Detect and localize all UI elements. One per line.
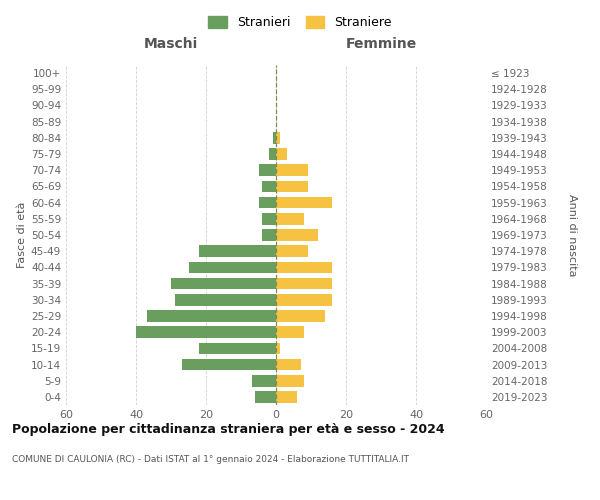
- Y-axis label: Fasce di età: Fasce di età: [17, 202, 27, 268]
- Bar: [276, 375, 304, 386]
- Bar: [272, 132, 276, 143]
- Bar: [146, 310, 276, 322]
- Text: Femmine: Femmine: [346, 38, 416, 52]
- Bar: [276, 278, 332, 289]
- Bar: [259, 197, 276, 208]
- Bar: [276, 310, 325, 322]
- Bar: [269, 148, 276, 160]
- Bar: [199, 342, 276, 354]
- Bar: [276, 132, 280, 143]
- Bar: [276, 229, 318, 241]
- Bar: [262, 213, 276, 224]
- Bar: [255, 391, 276, 402]
- Bar: [276, 246, 308, 257]
- Bar: [276, 180, 308, 192]
- Text: COMUNE DI CAULONIA (RC) - Dati ISTAT al 1° gennaio 2024 - Elaborazione TUTTITALI: COMUNE DI CAULONIA (RC) - Dati ISTAT al …: [12, 455, 409, 464]
- Legend: Stranieri, Straniere: Stranieri, Straniere: [203, 11, 397, 34]
- Bar: [182, 358, 276, 370]
- Bar: [276, 391, 297, 402]
- Bar: [276, 164, 308, 176]
- Bar: [251, 375, 276, 386]
- Bar: [276, 358, 301, 370]
- Text: Popolazione per cittadinanza straniera per età e sesso - 2024: Popolazione per cittadinanza straniera p…: [12, 422, 445, 436]
- Bar: [276, 262, 332, 273]
- Bar: [199, 246, 276, 257]
- Bar: [276, 326, 304, 338]
- Text: Maschi: Maschi: [144, 38, 198, 52]
- Bar: [276, 342, 280, 354]
- Bar: [171, 278, 276, 289]
- Y-axis label: Anni di nascita: Anni di nascita: [567, 194, 577, 276]
- Bar: [175, 294, 276, 306]
- Bar: [276, 294, 332, 306]
- Bar: [262, 229, 276, 241]
- Bar: [276, 197, 332, 208]
- Bar: [188, 262, 276, 273]
- Bar: [136, 326, 276, 338]
- Bar: [259, 164, 276, 176]
- Bar: [276, 148, 287, 160]
- Bar: [262, 180, 276, 192]
- Bar: [276, 213, 304, 224]
